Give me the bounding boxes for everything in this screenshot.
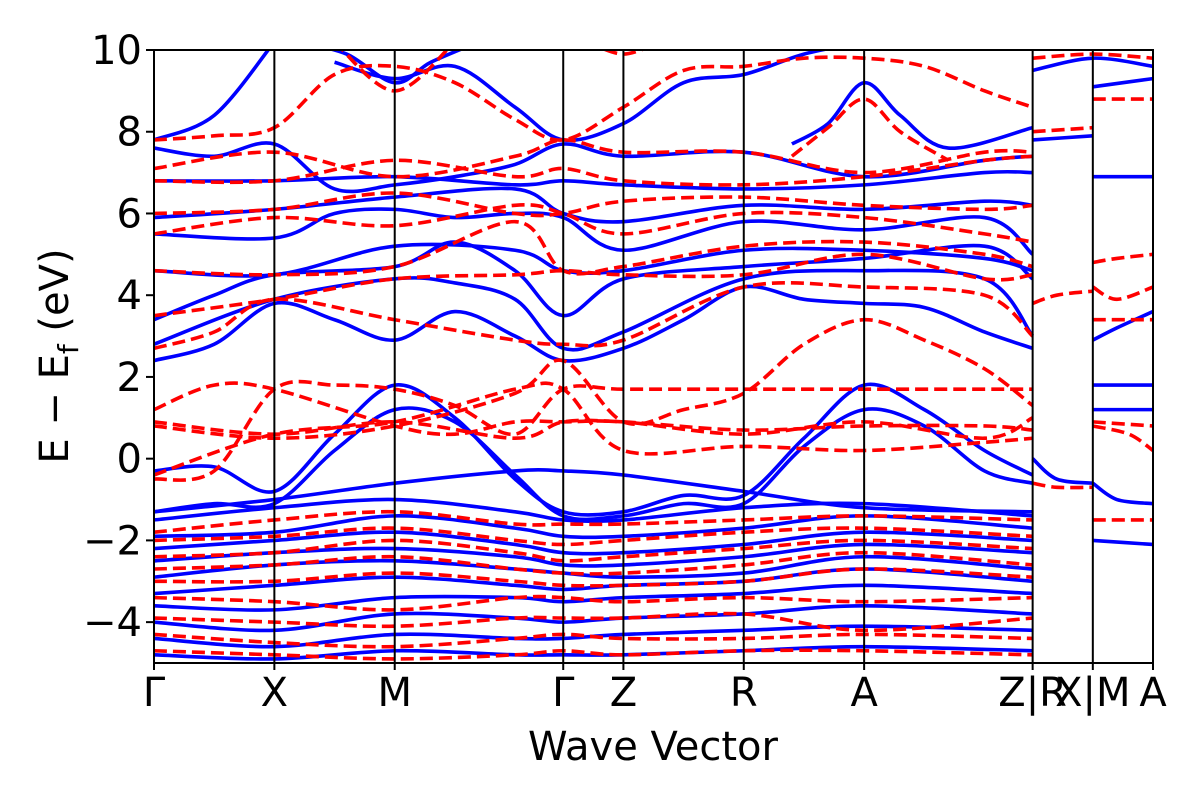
band-line <box>154 191 1033 218</box>
band-line <box>154 50 271 142</box>
y-tick-label: −4 <box>83 600 142 646</box>
y-tick-label: 10 <box>91 28 142 74</box>
band-line <box>154 219 1034 277</box>
y-tick-label: 2 <box>117 355 142 401</box>
band-line <box>154 186 1033 224</box>
band-line <box>1032 125 1093 134</box>
band-line <box>1092 76 1153 89</box>
x-tick-label: Γ <box>552 670 575 716</box>
band-line <box>1092 538 1153 547</box>
x-tick-labels: Γ X M Γ Z R A Z|RX|M A <box>143 663 1167 716</box>
x-tick-label: X|M <box>1055 670 1130 716</box>
high-symmetry-lines <box>273 50 1094 663</box>
band-line <box>1092 424 1153 452</box>
x-axis-label: Wave Vector <box>528 724 779 770</box>
band-line <box>154 252 1033 318</box>
band-line <box>154 154 1033 187</box>
y-axis-label-unit: (eV) <box>32 248 78 344</box>
band-line <box>154 284 1034 363</box>
band-line <box>154 138 1033 179</box>
band-line <box>154 207 1034 256</box>
band-line <box>790 97 950 162</box>
band-line <box>154 542 1033 568</box>
band-line <box>1032 289 1094 306</box>
x-tick-label: R <box>730 670 758 716</box>
band-line <box>1032 481 1093 490</box>
series-0 <box>154 50 1153 661</box>
x-tick-label: M <box>377 670 412 716</box>
band-line <box>154 280 1034 351</box>
band-line <box>334 50 831 143</box>
y-axis-label: E − Ef (eV) <box>32 248 85 463</box>
band-line <box>154 381 1034 441</box>
x-tick-label: Γ <box>143 670 166 716</box>
plot-area <box>154 50 1153 661</box>
y-axis-label-subscript: f <box>52 343 85 354</box>
band-line <box>1092 420 1153 428</box>
band-line <box>154 268 1035 352</box>
band-line <box>154 141 1033 194</box>
band-line <box>154 418 1033 441</box>
band-line <box>154 381 1033 477</box>
band-line <box>1031 457 1094 485</box>
band-line <box>1091 285 1153 302</box>
x-tick-label: Z|R <box>998 670 1067 716</box>
x-tick-label: A <box>850 670 878 716</box>
y-tick-label: 0 <box>117 437 142 483</box>
band-line <box>154 203 1033 244</box>
band-line <box>791 80 1034 150</box>
y-tick-label: 8 <box>117 110 142 156</box>
band-line <box>154 497 1033 524</box>
y-axis-label-main: E − E <box>32 354 78 464</box>
band-line <box>154 317 1034 441</box>
y-tick-label: 6 <box>117 191 142 237</box>
y-ticks: −4 −2 0 2 4 6 8 10 <box>83 28 154 646</box>
y-tick-label: −2 <box>83 518 142 564</box>
band-line <box>1092 309 1153 342</box>
x-tick-label: Z <box>610 670 637 716</box>
y-tick-label: 4 <box>117 273 142 319</box>
plot-frame <box>153 49 1154 664</box>
band-line <box>1091 481 1153 506</box>
band-line <box>1092 252 1153 265</box>
band-line <box>154 240 1034 322</box>
band-line <box>154 55 1034 142</box>
x-tick-label: X <box>261 670 288 716</box>
x-tick-label: A <box>1139 670 1167 716</box>
band-line <box>154 550 1033 576</box>
band-line <box>1032 134 1093 142</box>
